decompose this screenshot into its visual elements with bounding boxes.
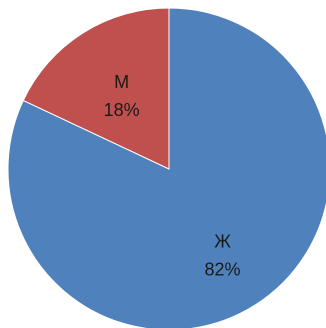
pie-labels: Ж 82% М 18% (104, 72, 241, 279)
pie-slices (7, 7, 326, 328)
slice-category-label: М (114, 72, 129, 92)
pie-slice-0 (7, 7, 326, 328)
pie-slice-1 (22, 7, 170, 170)
slice-value-label: 18% (104, 100, 140, 120)
slice-value-label: 82% (204, 259, 240, 279)
slice-category-label: Ж (214, 231, 231, 251)
